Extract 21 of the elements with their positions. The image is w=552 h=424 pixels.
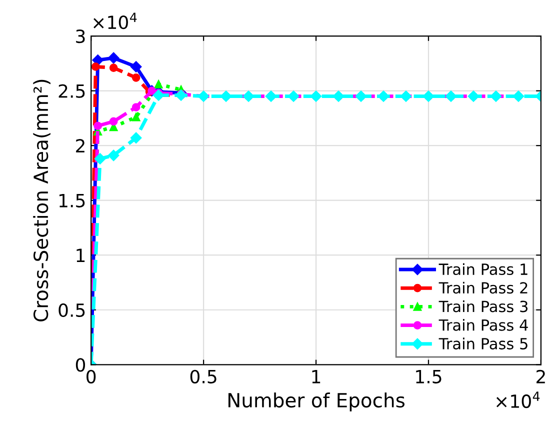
y-tick-label: 1	[76, 248, 85, 262]
x-tick-label: 2	[536, 370, 545, 384]
y-tick-label: 2	[76, 139, 84, 152]
legend-label: Train Pass 3	[438, 300, 528, 312]
x-tick-label: 0	[86, 370, 96, 384]
x-tick-label: 1.5	[416, 370, 442, 384]
text: ×10$^{4}$	[496, 392, 540, 408]
x-tick-label: 1	[312, 370, 320, 384]
y-tick-label: 0.5	[58, 303, 85, 317]
y-tick-label: 3	[76, 30, 85, 44]
text: ×10$^{4}$	[94, 12, 137, 30]
x-axis-title: Number of Epochs	[228, 392, 405, 412]
legend-label: Train Pass 5	[438, 338, 528, 350]
y-tick-label: 1.5	[59, 194, 85, 208]
y-axis-title: Cross-Section Area(mm²)	[33, 80, 50, 322]
x-tick-label: 0.5	[190, 370, 216, 384]
legend-label: Train Pass 1	[438, 263, 528, 276]
legend-label: Train Pass 4	[438, 319, 528, 331]
y-tick-label: 0	[76, 358, 86, 372]
legend-label: Train Pass 2	[438, 282, 528, 294]
y-tick-label: 2.5	[58, 84, 85, 98]
